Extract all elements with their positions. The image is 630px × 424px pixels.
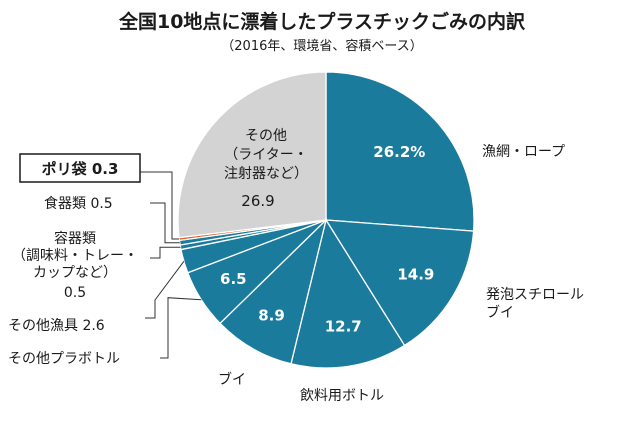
slice-2-label-line-2: ブイ [486, 304, 514, 321]
slice-3 [290, 218, 406, 369]
slice-10-label-line-2: （ライター・ [224, 147, 307, 163]
slice-7-label-line-3: カップなど） [33, 265, 117, 281]
slice-6-leader [145, 260, 185, 319]
slice-6-value: 2.6 [82, 318, 104, 334]
slice-7-value: 0.5 [64, 285, 86, 301]
slice-2-label-line-1: 発泡スチロール [486, 287, 584, 303]
slice-4-value: 8.9 [258, 307, 285, 325]
slice-5-value: 6.5 [220, 270, 247, 288]
slice-4 [219, 217, 328, 365]
slice-5-leader [160, 297, 202, 359]
slice-4-label: ブイ [218, 371, 246, 388]
slice-1 [325, 71, 475, 232]
slice-2-value: 14.9 [397, 265, 434, 283]
slice-1-value: 26.2% [373, 143, 425, 161]
chart-title: 全国10地点に漂着したプラスチックごみの内訳 [118, 10, 526, 33]
slice-8-value: 0.5 [90, 196, 112, 212]
pie-slices [177, 71, 475, 369]
slice-9-value: 0.3 [92, 160, 119, 178]
slice-6-label: その他漁具 2.6 [8, 318, 105, 334]
slice-10-value: 26.9 [241, 192, 274, 210]
slice-1-label: 漁網・ロープ [482, 144, 565, 160]
slice-3-label: 飲料用ボトル [300, 388, 384, 404]
slice-labels: 26.2% 漁網・ロープ14.9発泡スチロールブイ12.7飲料用ボトル8.9ブイ6… [8, 128, 584, 404]
slice-8-leader [150, 202, 180, 244]
slice-9-label: ポリ袋 0.3 [42, 160, 119, 178]
slice-3-value: 12.7 [325, 318, 362, 336]
slice-7-leader [150, 246, 181, 259]
slice-10-label-line-1: その他 [245, 128, 287, 144]
slice-2 [324, 219, 475, 347]
slice-7-label-line-2: （調味料・トレー・ [12, 248, 138, 264]
chart-subtitle: （2016年、環境省、容積ベース） [221, 38, 422, 54]
leader-lines [140, 171, 202, 359]
slice-9-leader [140, 171, 180, 240]
slice-8-label: 食器類 0.5 [44, 195, 113, 212]
slice-7-label-line-1: 容器類 [54, 230, 96, 247]
slice-10 [177, 71, 327, 239]
slice-5-label: その他プラボトル [8, 351, 120, 367]
slice-10-label-line-3: 注射器など） [224, 166, 308, 182]
highlight-box [19, 153, 141, 183]
